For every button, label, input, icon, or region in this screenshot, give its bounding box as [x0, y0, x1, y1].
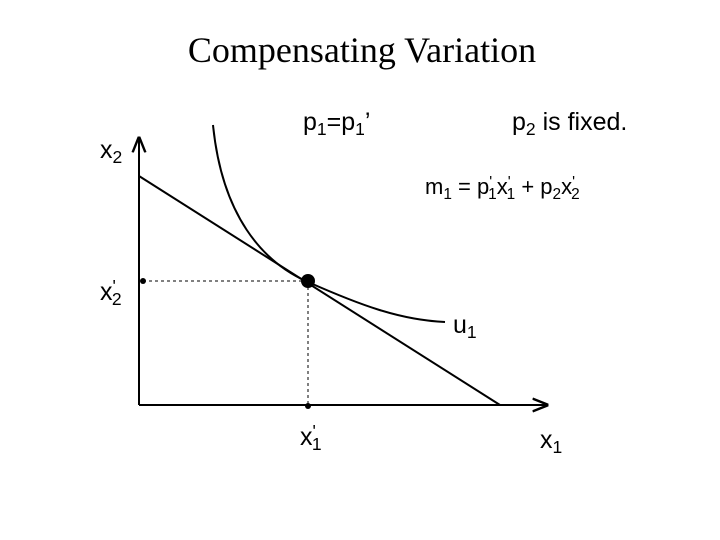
label-part: 2 [112, 289, 122, 309]
label: p1=p1’ [303, 108, 370, 139]
label-part: 2 [526, 119, 536, 139]
label: p2 is fixed. [512, 108, 627, 139]
axis-dot [305, 403, 311, 409]
axis-dot [140, 278, 146, 284]
label-part: + p [515, 174, 552, 199]
label: u1 [453, 311, 477, 342]
title: Compensating Variation [188, 30, 536, 70]
label-part: ' [572, 174, 575, 191]
label-part: 1 [488, 186, 497, 203]
label-part: p [512, 108, 526, 136]
label-part: 1 [312, 434, 322, 454]
label-part: 1 [443, 186, 452, 203]
indifference-curve [212, 124, 446, 323]
label-part: 1 [317, 119, 327, 139]
label-part: m [425, 174, 443, 199]
label-part: 2 [571, 186, 580, 203]
budget-line [138, 175, 501, 406]
label-part: ' [313, 421, 316, 441]
label-part: 1 [507, 186, 516, 203]
label-part: =p [327, 108, 356, 136]
label: m1 = p' 1x' 1 + p2x' 2 [425, 174, 580, 203]
label-part: 1 [553, 437, 563, 457]
label-part: 2 [113, 147, 123, 167]
label-part: x [561, 174, 572, 199]
label-part: 1 [467, 322, 477, 342]
label-part: ’ [365, 108, 371, 136]
label-part: x [540, 426, 553, 454]
label-part: x [100, 278, 113, 306]
label-part: ' [113, 276, 116, 296]
label-part: ' [508, 174, 511, 191]
label: x' 1 [300, 421, 322, 454]
label-part: x [497, 174, 508, 199]
label-part: x [100, 136, 113, 164]
label-part: u [453, 311, 467, 339]
label: x2 [100, 136, 122, 167]
label-part: 2 [553, 186, 562, 203]
label-part: p [303, 108, 317, 136]
optimum-point [301, 274, 315, 288]
label-part: is fixed. [536, 108, 628, 136]
label: x1 [540, 426, 562, 457]
label-part: 1 [355, 119, 365, 139]
label-part: x [300, 423, 313, 451]
label-part: ' [489, 174, 492, 191]
label-part: = p [452, 174, 489, 199]
label: x' 2 [100, 276, 122, 309]
